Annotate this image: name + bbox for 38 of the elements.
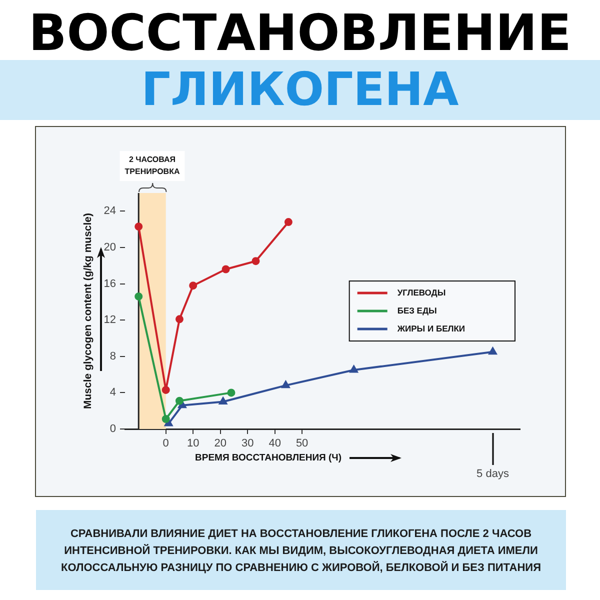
legend-label: ЖИРЫ И БЕЛКИ xyxy=(396,323,465,334)
point xyxy=(281,380,290,388)
y-tick-label: 12 xyxy=(104,314,116,326)
point xyxy=(189,282,198,290)
y-tick-label: 8 xyxy=(110,350,116,362)
y-tick-label: 4 xyxy=(110,386,116,399)
point xyxy=(349,365,358,373)
text: СРАВНИВАЛИ ВЛИЯНИЕ ДИЕТ НА ВОССТАНОВЛЕНИЕ ГЛИКОГЕНА ПОСЛЕ 2 ЧАСОВ ИНТЕНСИВНОЙ ТРЕНИРОВКИ. КАК МЫ ВИДИМ, ВЫСОКОУГЛЕВОДНАЯ ДИЕТА ИМЕЛИ КОЛОССАЛЬНУЮ РАЗНИЦУ ПО СРАВНЕНИЮ С ЖИРОВОЙ, БЕЛКОВОЙ И БЕЗ ПИТАНИЯ xyxy=(61,528,541,574)
point xyxy=(175,396,184,405)
point xyxy=(134,222,143,231)
x-tick-label: 0 xyxy=(162,438,169,450)
point xyxy=(175,315,184,324)
point xyxy=(222,265,230,274)
y-tick-label: 24 xyxy=(104,205,116,218)
y-axis-title: Muscle glycogen content (g/kg muscle) xyxy=(82,212,94,410)
annotation: 5 days xyxy=(476,468,510,480)
point xyxy=(162,415,170,424)
point xyxy=(162,386,170,394)
y-tick-label: 0 xyxy=(110,423,116,436)
x-tick-label: 50 xyxy=(296,438,308,450)
legend-label: БЕЗ ЕДЫ xyxy=(397,305,437,316)
point xyxy=(488,346,498,355)
point xyxy=(218,396,228,405)
point xyxy=(252,257,260,266)
x-tick-label: 40 xyxy=(268,438,281,450)
band-label: 2 ЧАСОВАЯ ТРЕНИРОВКА xyxy=(124,155,180,176)
x-tick-label: 20 xyxy=(214,438,226,450)
point xyxy=(134,292,143,300)
point xyxy=(284,218,292,226)
x-tick-label: 10 xyxy=(186,438,200,450)
y-tick-label: 16 xyxy=(104,278,116,290)
point xyxy=(227,388,236,397)
x-axis-title: ВРЕМЯ ВОССТАНОВЛЕНИЯ (Ч) xyxy=(195,452,342,464)
chart-title: ВОССТАНОВЛЕНИЕ xyxy=(28,4,572,62)
y-tick-label: 20 xyxy=(104,241,116,254)
legend-label: УГЛЕВОДЫ xyxy=(397,287,446,298)
x-tick-label: 30 xyxy=(241,438,254,450)
chart-subtitle: ГЛИКОГЕНА xyxy=(141,62,459,116)
